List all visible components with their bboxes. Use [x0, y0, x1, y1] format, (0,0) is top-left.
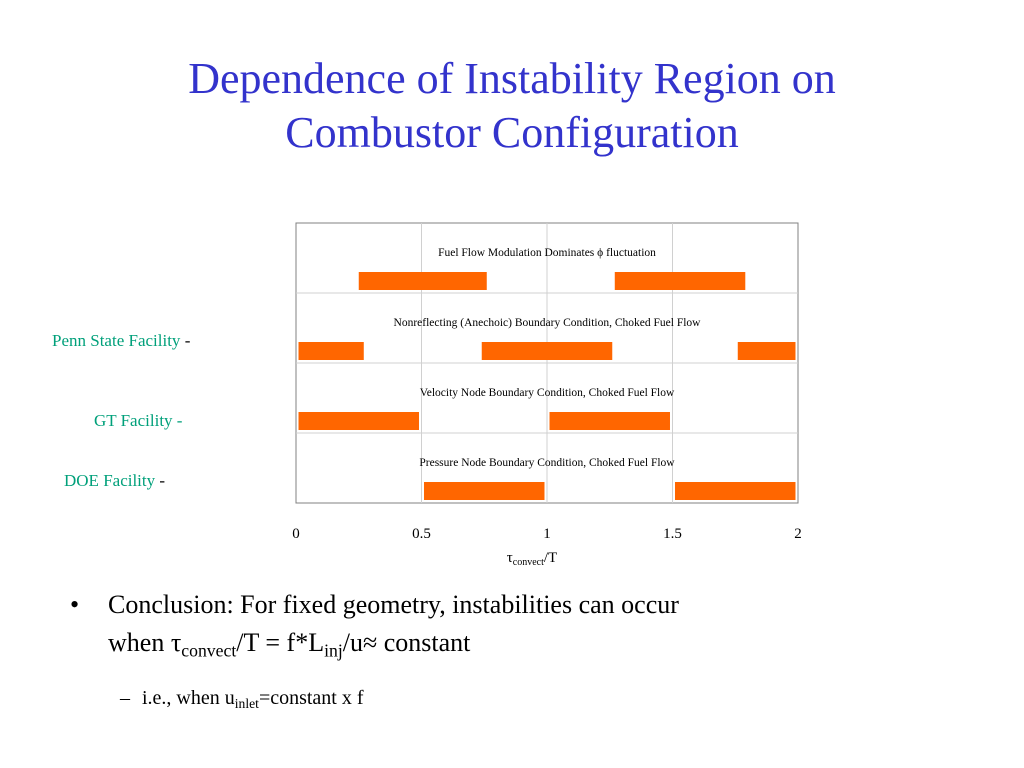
bullet-conclusion: • Conclusion: For fixed geometry, instab… [70, 586, 890, 662]
bullet-l-sub: inj [324, 640, 343, 661]
side-label-penn-state-dash: - [184, 331, 191, 350]
bars [298, 272, 796, 500]
bullet-line-2-pre: when [108, 628, 171, 657]
row-label: Nonreflecting (Anechoic) Boundary Condit… [394, 317, 702, 329]
x-axis-label: τconvect/T [507, 550, 557, 568]
instability-bar [614, 272, 746, 290]
x-tick-labels: 0 0.5 1 1.5 2 [292, 526, 802, 542]
instability-bar [358, 272, 487, 290]
x-tick-label: 1.5 [663, 526, 682, 542]
sub-bullet-pre: i.e., when u [142, 687, 235, 709]
row-label: Velocity Node Boundary Condition, Choked… [420, 387, 675, 399]
bullet-rest: /u≈ constant [342, 628, 471, 657]
bullet-eq: /T = f*L [236, 628, 325, 657]
title-line-2: Combustor Configuration [285, 108, 739, 157]
bullet-tau: τ [170, 628, 182, 657]
slide-title: Dependence of Instability Region on Comb… [0, 52, 1024, 160]
side-label-gt: GT Facility - [94, 411, 182, 431]
instability-bar [737, 342, 796, 360]
instability-bar [481, 342, 613, 360]
side-label-gt-dash: - [176, 411, 183, 430]
side-label-penn-state-text: Penn State Facility [52, 331, 181, 350]
side-label-gt-text: GT Facility [94, 411, 173, 430]
side-label-doe-text: DOE Facility [64, 471, 156, 490]
instability-bar [298, 342, 364, 360]
grid-lines [296, 223, 798, 503]
row-labels: Fuel Flow Modulation Dominates ϕ fluctua… [394, 247, 702, 469]
x-tick-label: 0.5 [412, 526, 431, 542]
instability-bar [675, 482, 796, 500]
sub-bullet-dash: – [120, 687, 130, 709]
row-label: Pressure Node Boundary Condition, Choked… [419, 457, 675, 469]
x-tick-label: 0 [292, 526, 300, 542]
x-tick-label: 2 [794, 526, 802, 542]
x-tick-label: 1 [543, 526, 551, 542]
bullet-sub: – i.e., when uinlet=constant x f [120, 684, 820, 712]
bullet-tau-sub: convect [181, 640, 237, 661]
instability-bar [549, 412, 670, 430]
x-axis-label-symbol: τ [507, 550, 513, 566]
bullet-conclusion-text: Conclusion: For fixed geometry, instabil… [108, 586, 890, 662]
x-axis-label-sub: convect [513, 557, 544, 568]
sub-bullet-rest: =constant x f [258, 687, 364, 709]
bullet-dot: • [70, 590, 80, 619]
side-label-doe: DOE Facility - [64, 471, 165, 491]
sub-bullet-u-sub: inlet [234, 696, 259, 712]
bullet-line-1: Conclusion: For fixed geometry, instabil… [108, 590, 679, 619]
side-label-penn-state: Penn State Facility - [52, 331, 190, 351]
instability-bar [298, 412, 419, 430]
row-label: Fuel Flow Modulation Dominates ϕ fluctua… [438, 247, 656, 259]
x-axis-label-rest: /T [544, 550, 557, 566]
title-line-1: Dependence of Instability Region on [188, 54, 836, 103]
instability-bar [424, 482, 545, 500]
side-label-doe-dash: - [159, 471, 166, 490]
